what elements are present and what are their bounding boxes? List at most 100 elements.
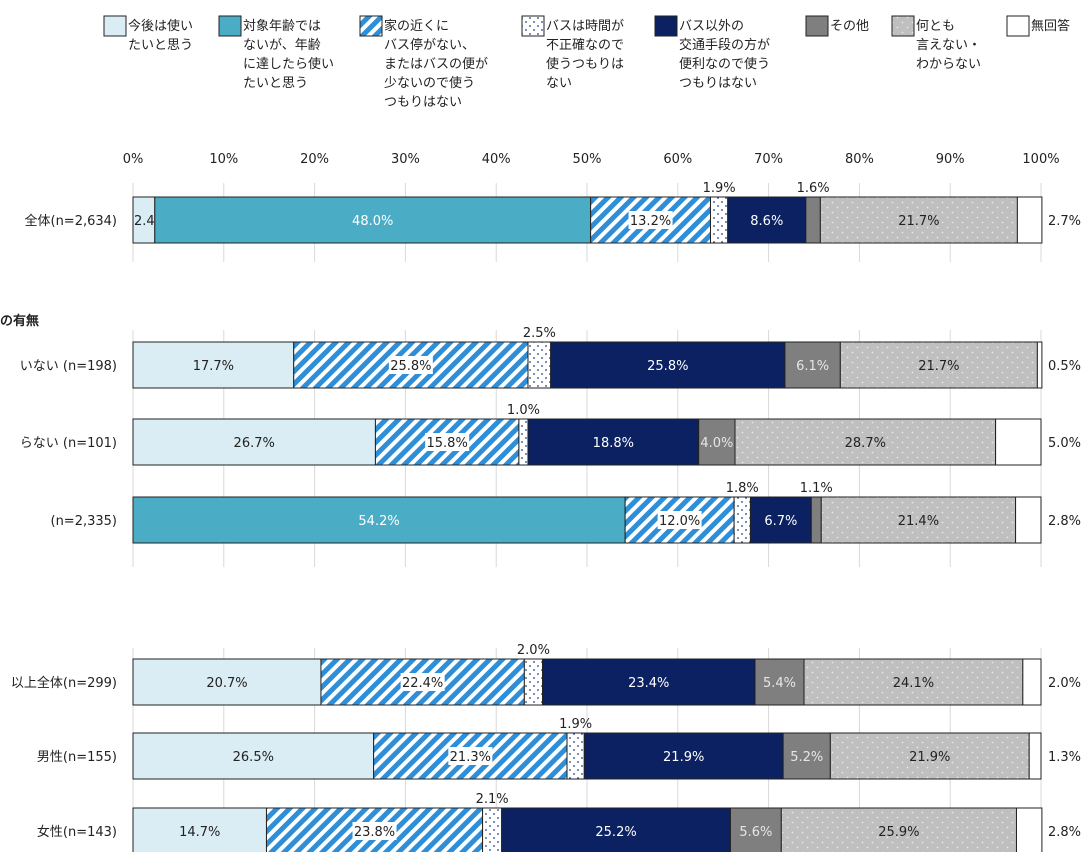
row-label: 女性(n=143) xyxy=(37,824,117,840)
data-label: 28.7% xyxy=(845,436,886,451)
data-label-bg xyxy=(425,433,470,451)
legend: 今後は使いたいと思う対象年齢ではないが、年齢に達したら使いたいと思う家の近くにバ… xyxy=(103,15,1070,110)
legend-label: 不正確なので xyxy=(546,37,624,53)
legend-label: 何とも xyxy=(916,18,955,34)
legend-swatch xyxy=(654,15,678,37)
bar-segment xyxy=(727,196,807,244)
legend-label: ないが、年齢 xyxy=(243,38,321,53)
data-label: 21.9% xyxy=(663,750,704,765)
bar-segment xyxy=(527,418,700,466)
bar-row: いない (n=198) 17.7% 25.8% 2.5% 25.8% 6.1% 21.7% 0… xyxy=(20,326,1081,389)
data-label: 21.4% xyxy=(898,514,939,529)
bar-segment xyxy=(820,496,1017,544)
bar-segment xyxy=(1015,807,1043,852)
x-tick-label: 30% xyxy=(391,152,420,167)
row-label: (n=2,335) xyxy=(51,514,118,529)
bars: 全体(n=2,634) 2.4% 48.0% 13.2%1.9%8.6%1.6%21.… xyxy=(11,181,1081,852)
bar-segment xyxy=(132,732,375,780)
bar-segment xyxy=(709,196,729,244)
legend-label: ない xyxy=(546,76,572,91)
data-label: 22.4% xyxy=(402,676,443,691)
data-label: 12.0% xyxy=(659,514,700,529)
legend-label: わからない xyxy=(916,57,981,72)
bar-segment xyxy=(1022,658,1042,706)
row-label: 男性(n=155) xyxy=(37,750,117,765)
section-titles: の有無 xyxy=(0,313,39,329)
bar-segment xyxy=(803,658,1024,706)
legend-label: 今後は使い xyxy=(128,18,193,34)
x-tick-label: 80% xyxy=(845,152,874,167)
bar-segment xyxy=(995,418,1042,466)
data-label: 2.7% xyxy=(1048,214,1081,229)
data-label: 25.8% xyxy=(647,359,688,374)
bar-row: 男性(n=155) 26.5% 21.3% 1.9% 21.9% 5.2% 21.9% 1.3… xyxy=(37,717,1081,780)
legend-swatch xyxy=(103,15,127,37)
legend-swatch xyxy=(521,15,545,37)
data-label: 1.9% xyxy=(559,717,592,732)
data-label: 1.8% xyxy=(726,481,759,496)
data-label-bg xyxy=(657,511,702,529)
data-label: 25.8% xyxy=(390,359,431,374)
legend-label: つもりはない xyxy=(679,76,757,91)
data-label-bg xyxy=(400,673,445,691)
data-label: 5.2% xyxy=(790,750,823,765)
data-label: 48.0% xyxy=(352,214,393,229)
data-label: 25.2% xyxy=(595,825,636,840)
data-label: 21.7% xyxy=(898,214,939,229)
data-label: 5.4% xyxy=(763,676,796,691)
data-label: 6.1% xyxy=(796,359,829,374)
data-label: 21.7% xyxy=(918,359,959,374)
row-label: 以上全体(n=299) xyxy=(11,675,117,691)
data-label: 23.4% xyxy=(628,676,669,691)
bar-segment xyxy=(782,732,831,780)
data-label: 15.8% xyxy=(427,436,468,451)
legend-label: 交通手段の方が xyxy=(679,37,770,53)
legend-label: つもりはない xyxy=(384,95,462,110)
data-label: 54.2% xyxy=(358,514,399,529)
legend-label: 無回答 xyxy=(1031,18,1070,34)
bar-segment xyxy=(132,807,267,852)
data-label: 25.9% xyxy=(878,825,919,840)
bar-segment xyxy=(518,418,529,466)
x-tick-label: 60% xyxy=(663,152,692,167)
data-label: 1.0% xyxy=(507,403,540,418)
data-label: 1.3% xyxy=(1048,750,1081,765)
data-label: 24.1% xyxy=(893,676,934,691)
x-tick-label: 0% xyxy=(123,152,144,167)
bar-segment xyxy=(523,658,544,706)
legend-label: その他 xyxy=(830,19,869,34)
legend-label: たいと思う xyxy=(243,76,308,91)
legend-label: に達したら使い xyxy=(243,56,334,72)
x-tick-label: 90% xyxy=(936,152,965,167)
bar-segment xyxy=(132,658,322,706)
bar-segment xyxy=(805,196,821,244)
bar-segment xyxy=(550,341,786,389)
legend-swatch xyxy=(805,15,829,37)
bar-row: 以上全体(n=299) 20.7% 22.4% 2.0% 23.4% 5.4% 24.1% 2… xyxy=(11,643,1081,706)
bar-segment xyxy=(734,418,997,466)
data-label-bg xyxy=(352,822,397,840)
row-label: いない (n=198) xyxy=(20,359,117,374)
x-tick-label: 20% xyxy=(300,152,329,167)
legend-label: 少ないので使う xyxy=(384,75,475,91)
bar-segment xyxy=(1028,732,1042,780)
legend-label: 便利なので使う xyxy=(679,56,770,72)
data-label: 14.7% xyxy=(179,825,220,840)
bar-segment xyxy=(527,341,552,389)
data-label: 13.2% xyxy=(630,214,671,229)
bar-segment xyxy=(839,341,1038,389)
data-label: 6.7% xyxy=(764,514,797,529)
legend-swatch xyxy=(218,15,242,37)
data-label: 2.0% xyxy=(517,643,550,658)
data-label: 2.8% xyxy=(1048,825,1081,840)
x-tick-label: 70% xyxy=(754,152,783,167)
legend-label: 家の近くに xyxy=(384,18,449,34)
bar-segment xyxy=(733,496,751,544)
bar-segment xyxy=(749,496,812,544)
bar-segment xyxy=(542,658,756,706)
data-label: 8.6% xyxy=(750,214,783,229)
x-tick-label: 100% xyxy=(1022,152,1059,167)
data-label: 0.5% xyxy=(1048,359,1081,374)
bar-segment xyxy=(810,496,822,544)
